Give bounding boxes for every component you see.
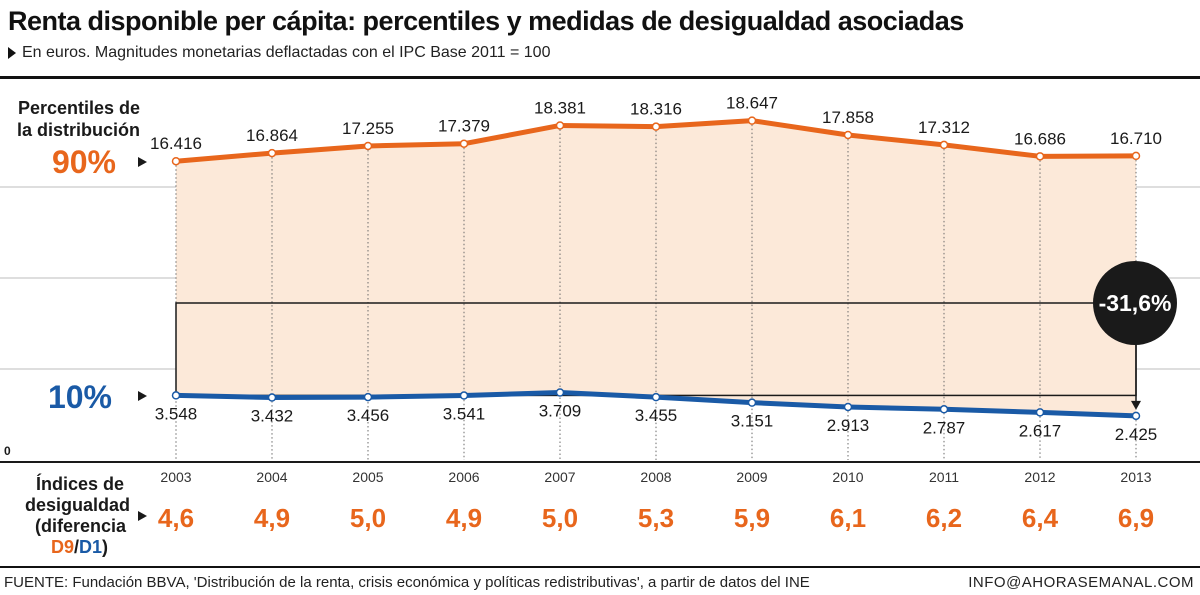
- point-p90-2006: [459, 139, 469, 148]
- inequality-label-3: (diferencia: [35, 516, 127, 536]
- point-p90-2005: [363, 141, 373, 151]
- subtitle-text: En euros. Magnitudes monetarias deflacta…: [22, 44, 551, 61]
- point-p90-2010: [843, 130, 853, 140]
- inequality-value-2010: 6,1: [830, 503, 866, 533]
- y-zero-label: 0: [4, 444, 11, 458]
- x-tick-2007: 2007: [544, 469, 575, 485]
- point-p90-2008: [651, 122, 661, 131]
- inequality-value-2007: 5,0: [542, 503, 578, 533]
- x-tick-2003: 2003: [160, 469, 191, 485]
- point-p10-2005: [363, 392, 373, 402]
- point-p90-2011: [939, 140, 949, 150]
- point-p10-2010: [843, 402, 853, 412]
- data-points: [171, 116, 1141, 421]
- value-label-p10-2005: 3.456: [347, 406, 390, 425]
- value-label-p90-2010: 17.858: [822, 108, 874, 127]
- x-tick-2004: 2004: [256, 469, 287, 485]
- range-area-fill: [176, 120, 1136, 416]
- point-p10-2004: [267, 393, 277, 402]
- header-rule: [0, 76, 1200, 79]
- change-bubble: [1093, 261, 1177, 345]
- inequality-pointer-icon: [138, 511, 147, 521]
- point-p10-2008: [651, 392, 661, 402]
- value-label-p10-2012: 2.617: [1019, 421, 1062, 440]
- play-triangle-icon: [8, 47, 16, 59]
- chart-title: Renta disponible per cápita: percentiles…: [8, 6, 964, 36]
- chart-area: 16.416 16.864 17.255 17.379 18.381 18.316 18.6…: [0, 94, 1200, 557]
- value-label-p10-2003: 3.548: [155, 404, 198, 423]
- p90-pointer-icon: [138, 157, 147, 167]
- value-label-p10-2006: 3.541: [443, 405, 486, 424]
- inequality-value-2006: 4,9: [446, 503, 482, 533]
- x-tick-2013: 2013: [1120, 469, 1151, 485]
- point-p90-2009: [747, 116, 757, 125]
- inequality-value-2005: 5,0: [350, 503, 386, 533]
- x-tick-2008: 2008: [640, 469, 671, 485]
- series-label-p90: 90%: [52, 144, 116, 180]
- x-tick-2010: 2010: [832, 469, 863, 485]
- d1-label: D1: [79, 537, 102, 557]
- value-label-p10-2004: 3.432: [251, 407, 294, 426]
- footer-rule: [0, 566, 1200, 568]
- series-label-p10: 10%: [48, 379, 112, 415]
- change-bubble-text: -31,6%: [1099, 290, 1172, 316]
- value-label-p90-2005: 17.255: [342, 119, 394, 138]
- x-tick-2011: 2011: [929, 469, 959, 485]
- x-tick-2012: 2012: [1024, 469, 1055, 485]
- value-label-p90-2009: 18.647: [726, 94, 778, 113]
- point-p90-2003: [171, 156, 181, 166]
- value-label-p90-2008: 18.316: [630, 100, 682, 119]
- point-p10-2009: [747, 398, 757, 407]
- credit-email: INFO@AHORASEMANAL.COM: [968, 574, 1194, 591]
- change-arrow-head: [1131, 400, 1141, 410]
- inequality-value-2004: 4,9: [254, 503, 290, 533]
- inequality-value-2009: 5,9: [734, 503, 770, 533]
- subtitle: En euros. Magnitudes monetarias deflacta…: [8, 44, 550, 62]
- inequality-value-2003: 4,6: [158, 503, 194, 533]
- source-note: FUENTE: Fundación BBVA, 'Distribución de…: [4, 574, 810, 591]
- value-label-p10-2013: 2.425: [1115, 425, 1158, 444]
- inequality-label-2: desigualdad: [25, 495, 130, 515]
- value-label-p10-2008: 3.455: [635, 406, 678, 425]
- percentiles-label-2: la distribución: [17, 120, 140, 140]
- value-label-p90-2012: 16.686: [1014, 129, 1066, 148]
- value-label-p10-2007: 3.709: [539, 401, 582, 420]
- value-label-p90-2003: 16.416: [150, 134, 202, 153]
- value-label-p90-2004: 16.864: [246, 126, 298, 145]
- point-p10-2013: [1131, 411, 1141, 421]
- d-slash: /: [74, 537, 79, 557]
- p10-pointer-icon: [138, 391, 147, 401]
- point-p10-2011: [939, 405, 949, 414]
- point-p90-2007: [555, 121, 565, 130]
- value-label-p90-2006: 17.379: [438, 117, 490, 136]
- value-labels: 16.416 16.864 17.255 17.379 18.381 18.316 18.6…: [150, 94, 1162, 444]
- inequality-value-2013: 6,9: [1118, 503, 1154, 533]
- point-p90-2004: [267, 148, 277, 158]
- point-p10-2006: [459, 391, 469, 400]
- point-p90-2013: [1131, 151, 1141, 161]
- point-p10-2007: [555, 388, 565, 397]
- x-tick-2009: 2009: [736, 469, 767, 485]
- x-tick-2005: 2005: [352, 469, 383, 485]
- d9-label: D9: [51, 537, 74, 557]
- value-label-p10-2009: 3.151: [731, 412, 774, 431]
- inequality-values: 4,6 4,9 5,0 4,9 5,0 5,3 5,9 6,1 6,2 6,4 6,9: [158, 503, 1154, 533]
- inequality-value-2011: 6,2: [926, 503, 962, 533]
- x-tick-2006: 2006: [448, 469, 479, 485]
- inequality-label-4: D9/D1): [51, 537, 108, 557]
- inequality-value-2008: 5,3: [638, 503, 674, 533]
- point-p10-2003: [171, 391, 181, 400]
- x-tick-labels: 2003 2004 2005 2006 2007 2008 2009 2010 2011 2012…: [160, 469, 1151, 485]
- inequality-value-2012: 6,4: [1022, 503, 1059, 533]
- d-close-paren: ): [102, 537, 108, 557]
- point-p10-2012: [1035, 408, 1045, 417]
- value-label-p10-2010: 2.913: [827, 416, 870, 435]
- percentiles-label-1: Percentiles de: [18, 98, 140, 118]
- value-label-p90-2013: 16.710: [1110, 129, 1162, 148]
- value-label-p90-2007: 18.381: [534, 98, 586, 117]
- inequality-label-1: Índices de: [36, 473, 124, 494]
- point-p90-2012: [1035, 152, 1045, 161]
- value-label-p90-2011: 17.312: [918, 118, 970, 137]
- value-label-p10-2011: 2.787: [923, 418, 966, 437]
